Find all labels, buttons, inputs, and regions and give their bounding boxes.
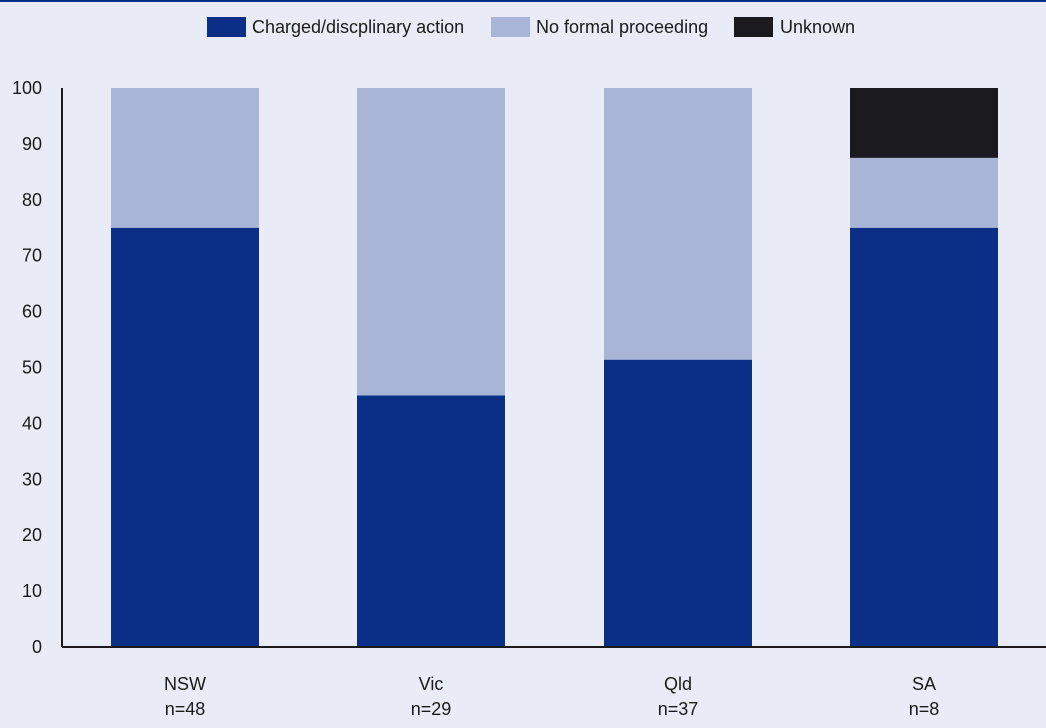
y-tick-label-0: 0 [32, 637, 42, 657]
legend-swatch-1 [491, 17, 530, 37]
bar-sa-series-1 [850, 157, 998, 228]
y-tick-label-30: 30 [22, 469, 42, 489]
y-tick-label-60: 60 [22, 302, 42, 322]
x-tick-label-nsw: NSW [164, 674, 206, 694]
bars [111, 88, 998, 647]
bar-qld-series-0 [604, 359, 752, 647]
y-tick-label-10: 10 [22, 581, 42, 601]
y-tick-label-80: 80 [22, 190, 42, 210]
y-tick-label-70: 70 [22, 246, 42, 266]
y-tick-label-100: 100 [12, 78, 42, 98]
x-axis: NSW n=48 Vic n=29 Qld n=37 SA n=8 [62, 646, 1046, 719]
y-axis: 0 10 20 30 40 50 60 70 80 90 100 [12, 78, 63, 657]
x-sublabel-vic: n=29 [411, 699, 452, 719]
legend-label-2: Unknown [780, 17, 855, 37]
y-tick-label-50: 50 [22, 358, 42, 378]
bar-qld-series-1 [604, 88, 752, 360]
x-sublabel-qld: n=37 [658, 699, 699, 719]
bar-vic-series-0 [357, 395, 505, 647]
legend-label-0: Charged/discplinary action [252, 17, 464, 37]
legend-swatch-2 [734, 17, 773, 37]
bar-nsw-series-0 [111, 227, 259, 647]
legend-swatch-0 [207, 17, 246, 37]
y-tick-label-40: 40 [22, 413, 42, 433]
bar-sa-series-0 [850, 227, 998, 647]
bar-nsw-series-1 [111, 88, 259, 228]
x-tick-label-qld: Qld [664, 674, 692, 694]
x-sublabel-sa: n=8 [909, 699, 940, 719]
y-tick-label-20: 20 [22, 525, 42, 545]
y-tick-label-90: 90 [22, 134, 42, 154]
bar-sa-series-2 [850, 88, 998, 158]
x-tick-label-sa: SA [912, 674, 936, 694]
bar-vic-series-1 [357, 88, 505, 396]
legend-label-1: No formal proceeding [536, 17, 708, 37]
x-tick-label-vic: Vic [419, 674, 444, 694]
x-sublabel-nsw: n=48 [165, 699, 206, 719]
top-rule [0, 0, 1046, 2]
legend: Charged/discplinary action No formal proc… [207, 17, 855, 37]
